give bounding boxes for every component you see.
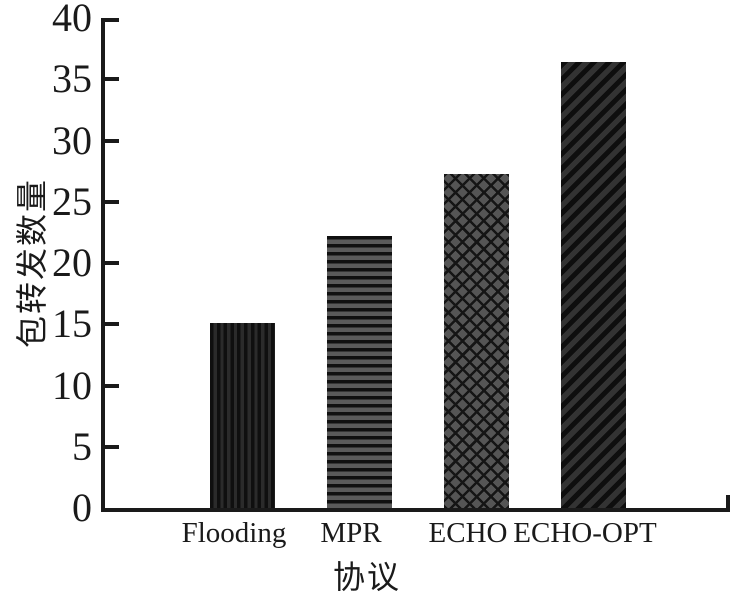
y-tick-30 [105, 138, 119, 143]
y-tick-label-5: 5 [72, 423, 92, 469]
y-tick-20 [105, 261, 119, 265]
bar-echo [443, 174, 509, 508]
x-tick-label-echo: ECHO [428, 517, 508, 549]
x-axis-title: 协议 [332, 559, 401, 595]
x-tick-label-echo-opt: ECHO-OPT [513, 517, 657, 549]
y-tick-label-25: 25 [52, 178, 92, 224]
x-tick-label-mpr: MPR [320, 517, 382, 549]
plot-area [101, 18, 730, 512]
y-tick-label-10: 10 [52, 362, 92, 408]
y-tick-25 [105, 199, 119, 204]
y-tick-15 [105, 322, 119, 327]
bar-echo-opt [560, 62, 626, 508]
y-tick-label-35: 35 [52, 56, 92, 102]
y-tick-5 [105, 444, 119, 449]
y-tick-label-20: 20 [52, 240, 92, 285]
bar-flooding [209, 323, 275, 508]
y-tick-10 [105, 383, 119, 388]
x-tick-label-flooding: Flooding [181, 517, 287, 549]
y-tick-label-30: 30 [52, 117, 92, 163]
y-tick-label-15: 15 [52, 301, 92, 347]
y-tick-40 [105, 18, 119, 22]
x-axis-end-tick [726, 495, 730, 508]
y-tick-35 [105, 77, 119, 82]
y-tick-label-40: 40 [52, 0, 92, 40]
bar-mpr [326, 236, 392, 508]
y-tick-label-0: 0 [72, 485, 92, 530]
